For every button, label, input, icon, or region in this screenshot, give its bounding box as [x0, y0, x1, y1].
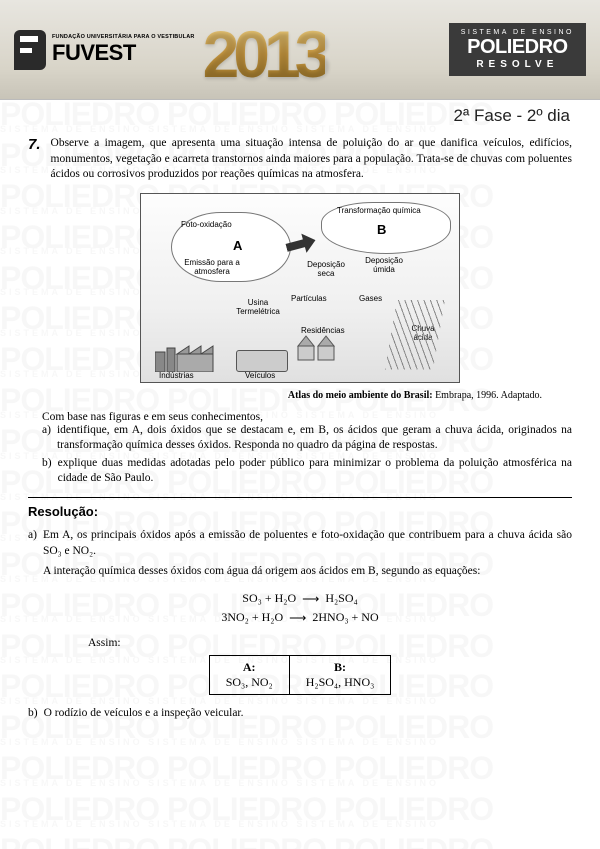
question-block: 7. Observe a imagem, que apresenta uma s… — [28, 136, 572, 183]
lbl-gases: Gases — [359, 294, 382, 303]
exam-year: 2013 — [203, 16, 326, 92]
ans-a-line2: A interação química desses óxidos com ág… — [43, 563, 572, 579]
lbl-foto-ox: Foto-oxidação — [181, 220, 232, 229]
item-b-label: b) — [42, 456, 52, 487]
lbl-usina: Usina Termelétrica — [233, 298, 283, 316]
eq2-left: 3NO₂ + H₂O — [221, 610, 283, 624]
lbl-b: B — [377, 222, 386, 237]
ans-b-label: b) — [28, 705, 38, 721]
eq1-right: H₂SO₄ — [325, 591, 357, 605]
tbl-b-val: H₂SO₄, HNO₃ — [306, 675, 375, 689]
question-number: 7. — [28, 136, 41, 183]
houses-icon — [296, 332, 351, 362]
acid-rain-diagram: Foto-oxidação A Emissão para a atmosfera… — [140, 193, 460, 383]
fuvest-name: FUVEST — [52, 40, 195, 66]
factory-icon — [155, 336, 215, 372]
ans-a-label: a) — [28, 527, 37, 579]
item-a-label: a) — [42, 423, 51, 454]
page-header: FUNDAÇÃO UNIVERSITÁRIA PARA O VESTIBULAR… — [0, 0, 600, 100]
tbl-b-head: B: — [334, 660, 346, 674]
eq1-left: SO₃ + H₂O — [242, 591, 296, 605]
rain-icon — [385, 300, 445, 370]
caption-bold: Atlas do meio ambiente do Brasil: — [288, 390, 433, 401]
fuvest-subtitle: FUNDAÇÃO UNIVERSITÁRIA PARA O VESTIBULAR — [52, 34, 195, 40]
lbl-a: A — [233, 238, 242, 253]
lbl-transf: Transformação química — [337, 206, 421, 215]
divider — [28, 497, 572, 498]
diagram-caption: Atlas do meio ambiente do Brasil: Embrap… — [28, 390, 542, 401]
lbl-emissao: Emissão para a atmosfera — [177, 258, 247, 276]
poliedro-mid: POLIEDRO — [461, 36, 574, 59]
page-content: 7. Observe a imagem, que apresenta uma s… — [0, 130, 600, 721]
lbl-dep-umida: Deposição úmida — [359, 256, 409, 274]
resolution-title: Resolução: — [28, 504, 572, 519]
equations: SO₃ + H₂O ⟶ H₂SO₄ 3NO₂ + H₂O ⟶ 2HNO₃ + N… — [28, 589, 572, 627]
fuvest-f-icon — [14, 30, 46, 70]
lbl-veiculos: Veículos — [245, 371, 275, 380]
fuvest-logo: FUNDAÇÃO UNIVERSITÁRIA PARA O VESTIBULAR… — [14, 30, 195, 70]
phase-label: 2ª Fase - 2º dia — [0, 100, 600, 130]
eq2-right: 2HNO₃ + NO — [312, 610, 378, 624]
tbl-a-head: A: — [243, 660, 256, 674]
lbl-dep-seca: Deposição seca — [301, 260, 351, 278]
item-b-text: explique duas medidas adotadas pelo pode… — [58, 456, 572, 487]
lbl-particulas: Partículas — [291, 294, 327, 303]
caption-rest: Embrapa, 1996. Adaptado. — [433, 390, 542, 401]
item-a-text: identifique, em A, dois óxidos que se de… — [57, 423, 572, 454]
poliedro-box: SISTEMA DE ENSINO POLIEDRO RESOLVE — [449, 23, 586, 76]
poliedro-bot: RESOLVE — [461, 59, 574, 70]
ans-a-line1: Em A, os principais óxidos após a emissã… — [43, 527, 572, 559]
question-text: Observe a imagem, que apresenta uma situ… — [51, 136, 572, 183]
assim-label: Assim: — [88, 637, 572, 649]
ans-b-text: O rodízio de veículos e a inspeção veicu… — [44, 705, 244, 721]
truck-icon — [236, 350, 288, 372]
ab-table: A: SO₃, NO₂ B: H₂SO₄, HNO₃ — [209, 655, 392, 695]
poliedro-top: SISTEMA DE ENSINO — [461, 29, 574, 36]
intro-line: Com base nas figuras e em seus conhecime… — [42, 411, 572, 423]
tbl-a-val: SO₃, NO₂ — [226, 675, 273, 689]
